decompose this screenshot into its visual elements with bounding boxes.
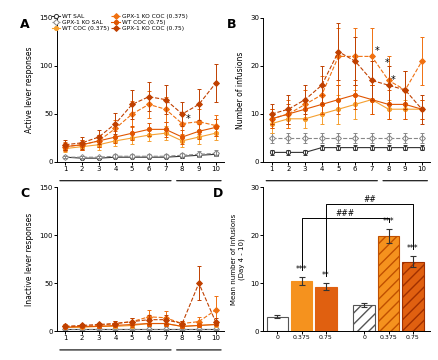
Y-axis label: Mean number of infusions
(Day 4 - 10): Mean number of infusions (Day 4 - 10) — [231, 213, 244, 305]
Text: FR2: FR2 — [191, 191, 206, 200]
Bar — [353, 305, 374, 331]
Text: B: B — [226, 18, 236, 31]
Bar — [266, 317, 287, 331]
Bar — [290, 281, 312, 331]
Y-axis label: Active lever responses: Active lever responses — [25, 47, 34, 133]
Text: *: * — [390, 75, 395, 85]
Text: **: ** — [321, 271, 329, 280]
Text: ***: *** — [382, 217, 393, 226]
Text: ***: *** — [295, 265, 307, 274]
Y-axis label: Inactive lever responses: Inactive lever responses — [25, 212, 34, 306]
Text: *: * — [374, 46, 378, 56]
Text: ##: ## — [362, 194, 375, 203]
Text: *: * — [384, 58, 388, 68]
Text: ###: ### — [335, 209, 354, 218]
Text: D: D — [213, 187, 223, 200]
Bar — [401, 262, 423, 331]
Text: ***: *** — [406, 244, 418, 253]
Y-axis label: Number of infusions: Number of infusions — [235, 51, 244, 129]
Bar — [377, 236, 399, 331]
Text: FR2: FR2 — [396, 191, 412, 200]
Text: A: A — [20, 18, 30, 31]
Legend: WT SAL, GPX-1 KO SAL, WT COC (0.375), GPX-1 KO COC (0.375), WT COC (0.75), GPX-1: WT SAL, GPX-1 KO SAL, WT COC (0.375), GP… — [52, 14, 187, 31]
Text: C: C — [20, 187, 29, 200]
Text: FR1: FR1 — [107, 191, 123, 200]
Text: *: * — [185, 114, 190, 124]
Bar — [314, 287, 336, 331]
Text: FR1: FR1 — [313, 191, 329, 200]
